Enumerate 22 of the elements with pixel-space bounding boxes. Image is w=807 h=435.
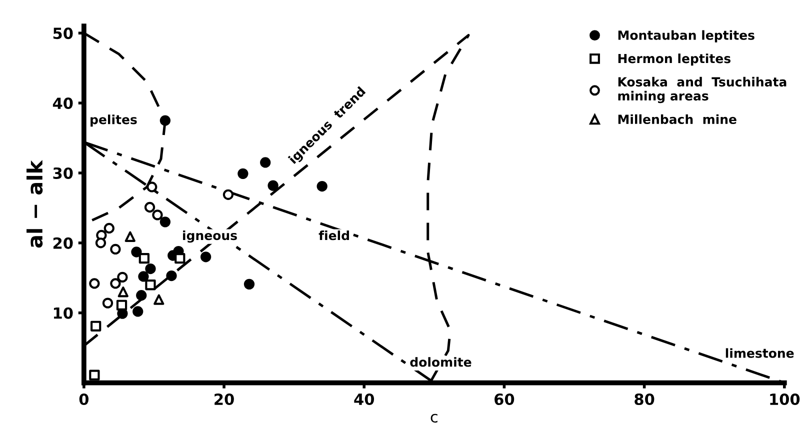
annotation: pelites xyxy=(90,114,137,127)
legend-label: Millenbach mine xyxy=(618,114,736,124)
legend-label: Kosaka and Tsuchihata mining areas xyxy=(618,76,786,104)
annotation: field xyxy=(318,230,349,240)
x-axis-title: c xyxy=(430,414,438,423)
x-tick-label: 0 xyxy=(79,393,89,406)
x-tick-label: 20 xyxy=(214,393,234,406)
x-tick-label: 40 xyxy=(354,393,374,406)
x-tick-label: 100 xyxy=(770,393,800,406)
y-tick-label: 10 xyxy=(54,307,73,319)
annotation: dolomite xyxy=(410,357,472,367)
y-axis-title: al − alk xyxy=(26,160,43,248)
annotation: igneous xyxy=(183,230,237,243)
annotation: limestone xyxy=(726,348,794,358)
y-tick-label: 40 xyxy=(52,98,73,110)
y-tick-label: 20 xyxy=(53,237,73,249)
y-tick-label: 50 xyxy=(53,28,73,40)
x-tick-label: 80 xyxy=(634,393,654,406)
legend-label: Montauban leptites xyxy=(618,30,754,42)
legend-label: Hermon leptites xyxy=(618,54,730,66)
x-tick-label: 60 xyxy=(494,393,514,406)
y-tick-label: 30 xyxy=(53,167,73,179)
